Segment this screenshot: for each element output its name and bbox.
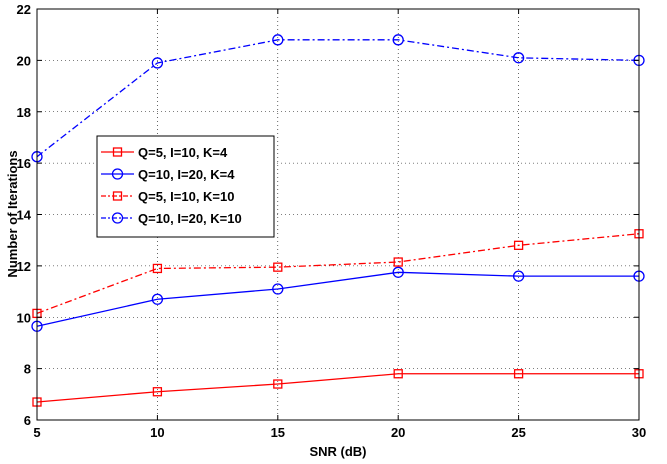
- y-tick-label: 10: [17, 310, 31, 325]
- y-tick-label: 6: [24, 413, 31, 428]
- legend-item: Q=5, I=10, K=10: [101, 189, 234, 204]
- y-tick-label: 12: [17, 259, 31, 274]
- series-1-point: [273, 379, 283, 389]
- x-tick-label: 10: [150, 425, 164, 440]
- y-tick-label: 22: [17, 2, 31, 17]
- series-2-point: [272, 283, 284, 295]
- y-tick-label: 14: [17, 208, 32, 223]
- x-tick-label: 15: [271, 425, 285, 440]
- x-tick-label: 5: [33, 425, 40, 440]
- series-4-line: [36, 39, 640, 158]
- y-tick-label: 16: [17, 156, 31, 171]
- series-2-point: [151, 293, 164, 305]
- y-tick-label: 8: [24, 362, 31, 377]
- series-4-point: [151, 57, 164, 69]
- series-1-point: [152, 387, 163, 397]
- x-tick-label: 25: [511, 425, 525, 440]
- legend-swatch-marker: [111, 212, 124, 224]
- legend-label: Q=10, I=20, K=4: [138, 167, 235, 182]
- legend: Q=5, I=10, K=4 Q=10, I=20, K=4 Q=5, I=10, …: [96, 135, 275, 238]
- legend-label: Q=10, I=20, K=10: [138, 211, 242, 226]
- x-tick-label: 20: [391, 425, 405, 440]
- legend-item: Q=5, I=10, K=4: [101, 145, 228, 160]
- legend-item: Q=10, I=20, K=10: [101, 211, 242, 226]
- y-tick-label: 20: [17, 53, 31, 68]
- series-2-line: [36, 271, 639, 327]
- legend-swatch-marker: [111, 168, 124, 180]
- series-3-point: [273, 262, 283, 272]
- y-tick-label: 18: [17, 105, 31, 120]
- series-2-point: [512, 270, 525, 282]
- legend-swatch-marker: [112, 191, 123, 201]
- plot-area: [31, 34, 645, 407]
- legend-swatch-marker: [112, 147, 123, 157]
- axis-ticks: 5 10 15 20 25 30 6 8 10 12 14 16 18 20 22: [17, 2, 647, 440]
- legend-label: Q=5, I=10, K=4: [138, 145, 228, 160]
- x-axis-label: SNR (dB): [309, 444, 366, 459]
- series-2-point: [392, 266, 404, 278]
- series-3: [32, 229, 644, 319]
- series-3-point: [152, 263, 163, 274]
- series-1: [32, 369, 644, 407]
- series-4-point: [392, 34, 404, 46]
- series-3-line: [36, 233, 640, 315]
- y-axis-label: Number of Iterations: [5, 150, 20, 277]
- legend-box: [96, 135, 275, 238]
- series-1-point: [393, 369, 403, 379]
- x-tick-label: 30: [632, 425, 646, 440]
- series-4-point: [512, 52, 525, 64]
- legend-label: Q=5, I=10, K=10: [138, 189, 234, 204]
- series-3-point: [513, 240, 524, 250]
- legend-item: Q=10, I=20, K=4: [101, 167, 235, 182]
- series-4-point: [272, 34, 284, 46]
- series-1-point: [513, 369, 524, 379]
- series-1-line: [36, 373, 639, 403]
- series-3-point: [393, 257, 403, 267]
- series-2: [31, 266, 645, 332]
